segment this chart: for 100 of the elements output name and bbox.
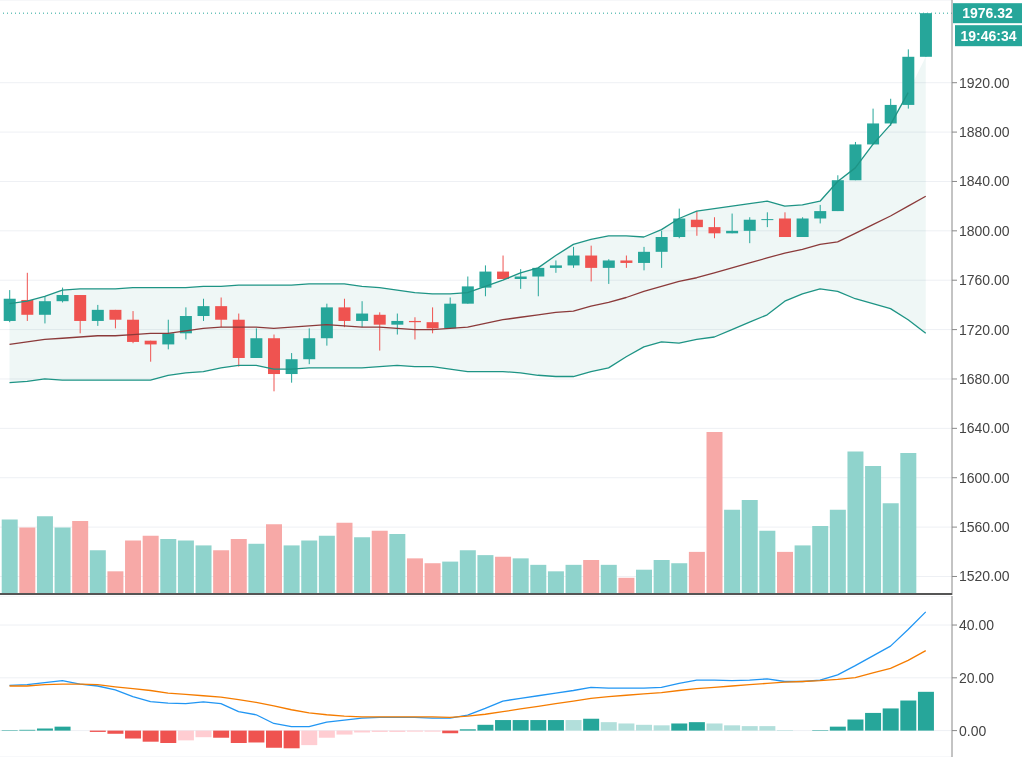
candlestick — [391, 313, 404, 336]
candlestick — [743, 216, 756, 244]
bar — [389, 534, 406, 594]
y-tick-label: 1840.00 — [959, 173, 1010, 190]
candlestick — [638, 246, 651, 271]
bar — [195, 545, 212, 594]
y-tick-label: 1640.00 — [959, 420, 1010, 437]
bar — [283, 730, 300, 749]
bar — [107, 571, 124, 594]
y-tick-label: 40.00 — [959, 617, 995, 633]
candlestick — [778, 211, 791, 238]
bar — [318, 535, 335, 594]
candlestick — [461, 276, 474, 305]
line-series — [8, 288, 927, 384]
candlestick — [673, 208, 686, 239]
candlestick — [814, 204, 827, 224]
candlestick — [708, 216, 721, 239]
bar — [547, 571, 564, 594]
y-tick-label: 20.00 — [959, 669, 995, 686]
bar — [19, 527, 36, 594]
bar — [671, 723, 688, 731]
bar — [495, 720, 512, 731]
candlestick — [3, 289, 16, 323]
candlestick — [215, 297, 228, 328]
bar — [636, 569, 653, 594]
candlestick — [38, 295, 51, 324]
candlestick — [127, 310, 140, 344]
candlestick — [690, 210, 703, 237]
y-tick-label: 1800.00 — [959, 222, 1010, 239]
bar — [583, 718, 600, 731]
bar — [266, 730, 282, 748]
bar — [424, 563, 441, 594]
bar — [688, 722, 705, 731]
y-tick-label: 1560.00 — [959, 519, 1010, 536]
bar — [54, 726, 71, 731]
candlestick — [867, 108, 880, 145]
candlestick — [179, 306, 192, 340]
bar — [54, 527, 71, 594]
candlestick — [567, 246, 580, 269]
candlestick — [303, 327, 316, 365]
bar — [406, 558, 423, 594]
bar — [442, 561, 459, 594]
candlestick — [250, 327, 263, 359]
candlestick — [373, 311, 386, 352]
bar — [89, 550, 106, 594]
line-series — [8, 649, 927, 719]
bar — [301, 730, 318, 746]
bar — [371, 530, 388, 594]
y-tick-label: 1760.00 — [959, 272, 1010, 289]
candlestick — [549, 259, 562, 274]
bar — [177, 730, 194, 741]
bar — [177, 540, 194, 594]
bar — [1, 519, 18, 594]
bar — [248, 543, 265, 594]
bar — [36, 516, 53, 594]
candlestick — [585, 245, 598, 282]
y-tick-label: 1600.00 — [959, 469, 1010, 486]
candlestick — [91, 304, 104, 327]
bar — [636, 724, 653, 731]
bar — [36, 728, 53, 731]
bar — [354, 537, 371, 594]
bar — [706, 723, 723, 731]
bar — [776, 551, 793, 594]
bar — [495, 556, 512, 594]
candlestick — [655, 230, 668, 269]
bar — [583, 559, 600, 594]
candlestick — [602, 258, 615, 285]
candlestick — [338, 298, 351, 328]
bar — [125, 540, 142, 594]
candlestick — [479, 264, 492, 297]
y-tick-label: 0.00 — [959, 722, 987, 739]
bar — [865, 466, 882, 594]
bar — [125, 730, 142, 739]
y-tick-label: 1880.00 — [959, 124, 1010, 141]
text: 19:46:34 — [960, 28, 1017, 45]
bar — [724, 725, 741, 731]
y-tick-label: 1520.00 — [959, 568, 1010, 585]
y-tick-label: 1680.00 — [959, 370, 1010, 387]
bar — [917, 691, 934, 731]
candlestick — [761, 211, 774, 228]
y-tick-label: 1720.00 — [959, 321, 1010, 338]
candlestick — [356, 300, 369, 328]
bar — [565, 720, 582, 731]
bar — [195, 730, 212, 738]
bar — [230, 538, 247, 594]
candlestick — [21, 272, 34, 322]
ref-line-label: 1976.32 — [962, 5, 1014, 22]
bar — [865, 712, 882, 731]
candlestick — [197, 298, 210, 322]
bar — [724, 509, 741, 594]
bar — [213, 550, 230, 594]
bar — [565, 564, 582, 594]
bar — [653, 725, 670, 731]
bar — [213, 730, 230, 738]
bar — [618, 577, 635, 594]
bar — [600, 564, 617, 594]
bar — [547, 720, 564, 731]
bar — [336, 522, 353, 594]
line-series — [8, 195, 927, 346]
bar — [142, 535, 159, 594]
